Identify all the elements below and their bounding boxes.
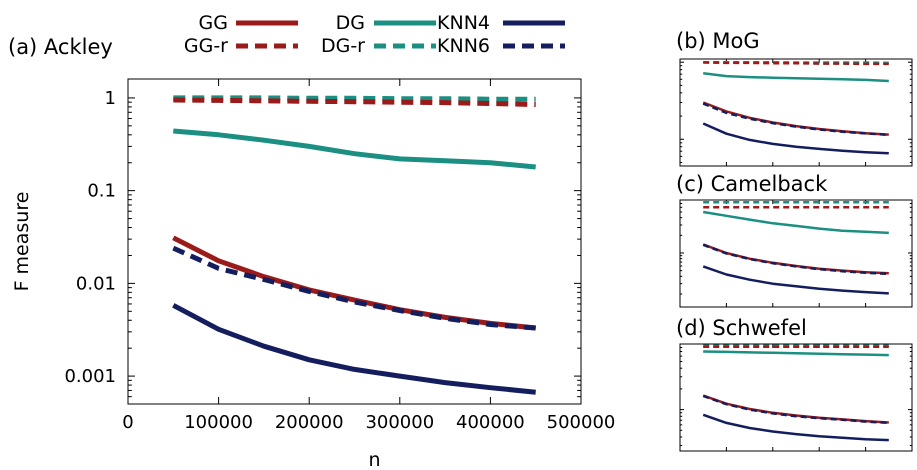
panel-c-camelback: (c) Camelback — [676, 172, 913, 308]
series-gg — [702, 243, 889, 275]
series-group — [172, 95, 536, 395]
series-knn4 — [172, 303, 536, 395]
panel-b-mog: (b) MoG — [676, 29, 913, 167]
series-group — [702, 344, 889, 442]
series-knn4 — [702, 122, 889, 155]
series-knn6 — [172, 245, 536, 331]
panel-title: (b) MoG — [676, 29, 760, 53]
plot-frame — [679, 58, 913, 167]
x-tick-label: 0 — [122, 412, 133, 433]
series-gg — [172, 235, 536, 331]
x-tick-label: 500000 — [547, 412, 616, 433]
legend-entry-dg: DG — [336, 12, 436, 34]
x-axis-label: n — [368, 449, 380, 470]
series-knn6 — [702, 102, 889, 137]
y-tick-label: 0.01 — [76, 273, 116, 294]
legend: GG DG KNN4 GG-r DG-r KNN6 — [184, 12, 565, 57]
y-tick-label: 0.001 — [64, 366, 116, 387]
legend-label: KNN4 — [437, 12, 490, 34]
x-tick-label: 400000 — [456, 412, 525, 433]
series-knn4 — [702, 265, 889, 295]
series-gg-r — [173, 97, 536, 107]
plot-frame — [679, 343, 913, 452]
panel-title: (d) Schwefel — [676, 316, 807, 340]
series-dg — [173, 128, 536, 170]
legend-entry-knn6: KNN6 — [437, 35, 565, 57]
series-knn4 — [702, 413, 889, 442]
series-knn6 — [702, 243, 889, 276]
series-gg — [702, 394, 889, 424]
legend-entry-gg: GG — [199, 12, 298, 34]
legend-label: DG — [336, 12, 365, 34]
x-tick-label: 100000 — [184, 412, 253, 433]
legend-label: GG — [199, 12, 228, 34]
series-dg — [703, 350, 889, 357]
x-tick-label: 300000 — [365, 412, 434, 433]
plot-frame — [127, 78, 582, 405]
series-dg — [702, 210, 889, 235]
series-dg-r — [173, 95, 536, 102]
plot-frame — [679, 199, 913, 308]
x-tick-label: 200000 — [275, 412, 344, 433]
series-gg — [702, 101, 889, 136]
series-group — [702, 201, 889, 295]
panel-d-schwefel: (d) Schwefel — [676, 316, 913, 452]
series-dg — [703, 71, 889, 83]
series-gg-r — [703, 61, 889, 66]
legend-label: GG-r — [184, 35, 228, 57]
legend-label: DG-r — [321, 35, 365, 57]
panel-title: (a) Ackley — [8, 35, 113, 59]
y-axis-label: F measure — [11, 192, 33, 292]
legend-entry-knn4: KNN4 — [437, 12, 565, 34]
series-group — [702, 60, 889, 155]
panels: (a) Ackley 0 100000 200000 300000 400000 50000… — [8, 29, 913, 470]
legend-label: KNN6 — [437, 35, 490, 57]
legend-entry-gg-r: GG-r — [184, 35, 298, 57]
panel-title: (c) Camelback — [676, 172, 828, 196]
y-tick-label: 1 — [105, 88, 116, 109]
y-tick-label: 0.1 — [87, 181, 116, 202]
series-knn6 — [702, 394, 889, 425]
panel-a-ackley: (a) Ackley 0 100000 200000 300000 400000 50000… — [8, 35, 615, 470]
legend-entry-dg-r: DG-r — [321, 35, 436, 57]
